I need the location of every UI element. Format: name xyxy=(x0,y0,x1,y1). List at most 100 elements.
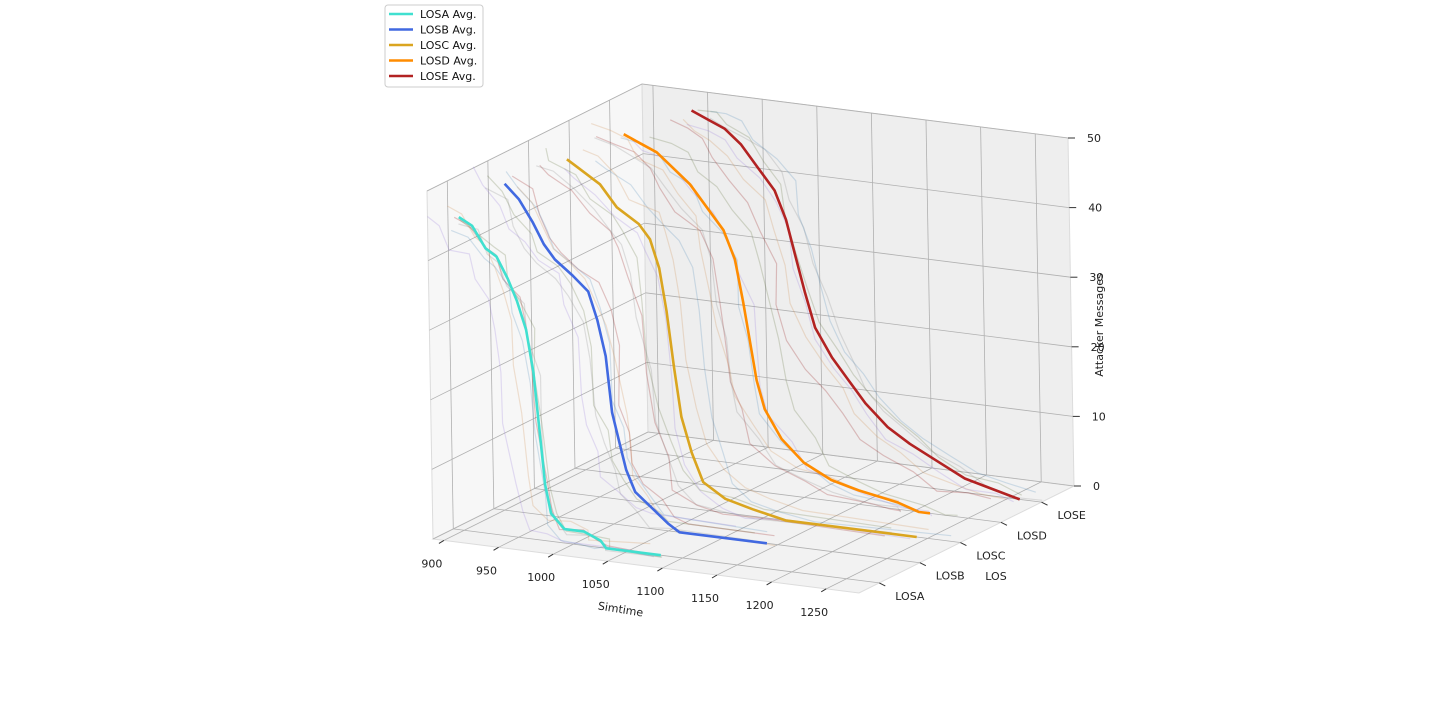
x-tick-mark xyxy=(602,560,609,565)
run-line-losd xyxy=(595,136,902,512)
legend-label-losd: LOSD Avg. xyxy=(420,55,477,68)
run-line-losa xyxy=(459,219,663,558)
z-axis-label: Attacker Messages xyxy=(1093,273,1106,377)
run-line-lose xyxy=(686,123,1014,503)
x-tick-mark xyxy=(766,581,772,586)
run-line-losb xyxy=(486,175,755,534)
x-tick-label: 950 xyxy=(476,564,497,577)
y-tick-label: LOSB xyxy=(936,570,965,583)
y-tick-label: LOSD xyxy=(1017,529,1047,542)
x-axis-ticks: 900 950 1000 1050 1100 1150 1200 1250 xyxy=(421,539,828,619)
z-tick-label: 0 xyxy=(1093,480,1100,493)
x-tick-mark xyxy=(438,539,445,544)
grid-line-y-floor xyxy=(453,528,880,584)
z-tick-label: 30 xyxy=(1089,271,1103,284)
run-line-lose xyxy=(669,119,992,500)
grid-line-x-floor xyxy=(607,453,823,562)
run-line-losa xyxy=(427,216,631,551)
run-line-losc xyxy=(595,160,952,537)
back-pane xyxy=(641,83,1075,487)
grid-line-z-back xyxy=(647,431,1075,487)
y-tick-mark xyxy=(1041,501,1048,506)
run-line-losb xyxy=(511,175,775,537)
z-tick-label: 40 xyxy=(1088,202,1102,215)
grid-line-y-floor xyxy=(615,447,1042,503)
x-tick-mark xyxy=(657,567,663,572)
run-line-lose xyxy=(710,110,1036,493)
x-tick-label: 900 xyxy=(421,557,442,570)
grid-line-z-back xyxy=(645,292,1072,348)
run-line-losa xyxy=(450,229,654,558)
x-axis-label: Simtime xyxy=(597,600,644,620)
grid-line-y-left xyxy=(446,180,454,529)
run-line-losc xyxy=(545,147,892,529)
grid-line-z-left xyxy=(431,362,647,470)
x-tick-mark xyxy=(547,553,554,558)
x-tick-label: 1100 xyxy=(636,585,664,598)
series-line-losc xyxy=(566,158,917,539)
run-line-losd xyxy=(620,137,931,514)
grid-line-x-floor xyxy=(498,439,714,548)
grid-line-z-back xyxy=(641,83,1069,139)
x-tick-label: 1150 xyxy=(691,592,719,605)
grid-line-x-back xyxy=(925,119,933,469)
z-axis-ticks: 0 10 20 30 40 50 xyxy=(1068,132,1106,493)
run-line-losd xyxy=(591,123,900,502)
legend-frame xyxy=(384,4,484,88)
series-line-losa xyxy=(458,216,661,557)
grid-line-z-left xyxy=(430,292,646,401)
series-line-losb xyxy=(503,182,768,545)
y-tick-label: LOSA xyxy=(895,590,925,603)
x-tick-mark xyxy=(711,574,718,579)
z-tick-label: 50 xyxy=(1087,132,1101,145)
grid-line-z-back xyxy=(643,153,1070,208)
grid-line-x-back xyxy=(980,126,988,475)
legend-label-losb: LOSB Avg. xyxy=(420,24,476,37)
grid-line-x-back xyxy=(761,99,769,448)
grid-line-z-back xyxy=(644,222,1071,278)
grid-line-x-floor xyxy=(552,446,769,555)
run-line-losc xyxy=(536,165,892,534)
run-line-losd xyxy=(649,136,958,516)
run-line-lose xyxy=(709,117,1043,501)
grid-line-x-back xyxy=(870,113,878,462)
grid-line-x-back xyxy=(816,106,824,455)
axis-panes xyxy=(426,83,1076,594)
legend-label-lose: LOSE Avg. xyxy=(420,70,476,83)
run-line-lose xyxy=(682,118,1007,500)
y-tick-mark xyxy=(960,542,967,546)
series-line-lose xyxy=(690,109,1021,501)
z-tick-label: 20 xyxy=(1091,341,1105,354)
grid-line-z-left xyxy=(426,83,643,192)
grid-line-x-floor xyxy=(771,474,987,583)
x-tick-mark xyxy=(493,546,499,551)
y-axis-ticks: LOSA LOSB LOSC LOSD LOSE xyxy=(879,501,1086,603)
grid-line-x-floor xyxy=(443,433,660,541)
y-axis-label: LOS xyxy=(985,570,1006,583)
run-line-losb xyxy=(472,166,737,527)
y-tick-label: LOSC xyxy=(976,550,1005,563)
grid-line-x-floor xyxy=(716,467,933,576)
grid-line-y-left xyxy=(528,140,535,489)
grid-line-x-back xyxy=(707,92,714,441)
z-tick-label: 10 xyxy=(1092,410,1106,423)
x-tick-label: 1250 xyxy=(800,606,828,619)
x-tick-label: 1000 xyxy=(527,571,555,584)
grid-line-y-left xyxy=(609,100,616,449)
run-line-losc xyxy=(582,149,929,531)
grid-line-y-left xyxy=(568,120,576,469)
run-line-losb xyxy=(505,171,768,533)
series-line-losd xyxy=(623,133,931,515)
run-line-lose xyxy=(697,109,1022,496)
y-tick-mark xyxy=(1000,521,1008,526)
grid-line-y-left xyxy=(487,160,495,509)
run-line-losc xyxy=(539,164,885,537)
run-line-losd xyxy=(594,137,902,513)
grid-line-x-floor xyxy=(826,481,1042,590)
grid-line-x-back xyxy=(1034,133,1042,482)
y-tick-mark xyxy=(879,582,886,587)
legend-label-losa: LOSA Avg. xyxy=(420,8,476,21)
grid-line-z-left xyxy=(432,431,649,540)
x-tick-label: 1050 xyxy=(582,578,610,591)
